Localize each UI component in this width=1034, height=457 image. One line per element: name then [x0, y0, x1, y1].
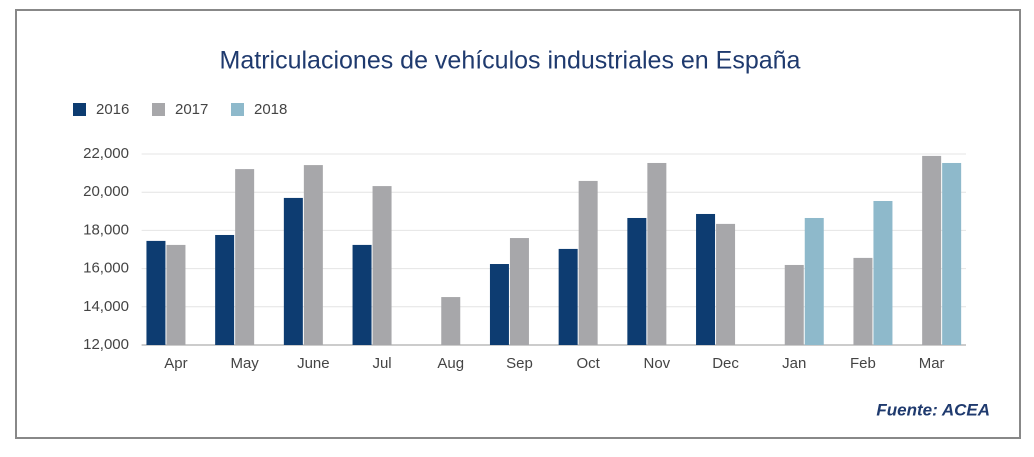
- legend-label: 2017: [175, 101, 208, 118]
- bar: [146, 240, 166, 345]
- bar: [352, 244, 372, 345]
- bar: [873, 200, 893, 345]
- bar: [716, 223, 736, 345]
- y-tick-label: 20,000: [83, 183, 129, 200]
- x-tick-label: June: [297, 355, 330, 372]
- bar: [441, 297, 461, 345]
- bar: [372, 186, 392, 345]
- x-tick-label: Sep: [506, 355, 533, 372]
- legend-swatch: [73, 103, 86, 116]
- bar: [696, 213, 716, 345]
- frame: [15, 9, 1021, 439]
- x-tick-label: Nov: [644, 355, 671, 372]
- legend-label: 2018: [254, 101, 287, 118]
- bar: [647, 162, 667, 345]
- legend-swatch: [152, 103, 165, 116]
- y-tick-label: 22,000: [83, 145, 129, 162]
- bar: [942, 162, 962, 345]
- y-tick-label: 14,000: [83, 298, 129, 315]
- x-tick-label: Dec: [712, 355, 739, 372]
- bar: [235, 169, 255, 345]
- x-tick-label: Aug: [437, 355, 464, 372]
- x-tick-label: Jan: [782, 355, 806, 372]
- bar: [922, 155, 942, 345]
- bar: [166, 244, 186, 345]
- y-tick-label: 12,000: [83, 336, 129, 353]
- x-tick-label: Mar: [919, 355, 945, 372]
- bar: [853, 257, 873, 345]
- x-tick-label: Apr: [164, 355, 187, 372]
- bar: [804, 217, 824, 345]
- bar: [489, 264, 509, 345]
- bar: [627, 217, 647, 345]
- bar: [558, 248, 578, 345]
- bar: [303, 165, 323, 345]
- source: Fuente: ACEA: [876, 400, 990, 419]
- legend-swatch: [231, 103, 244, 116]
- y-tick-label: 18,000: [83, 221, 129, 238]
- x-tick-label: Oct: [576, 355, 600, 372]
- bar: [215, 234, 235, 345]
- x-tick-label: Feb: [850, 355, 876, 372]
- legend-label: 2016: [96, 101, 129, 118]
- chart-title: Matriculaciones de vehículos industriale…: [220, 47, 801, 75]
- y-tick-label: 16,000: [83, 260, 129, 277]
- bar: [784, 264, 804, 345]
- bar: [578, 180, 598, 345]
- bar: [509, 238, 529, 345]
- bar: [283, 197, 303, 345]
- x-tick-label: May: [230, 355, 259, 372]
- x-tick-label: Jul: [372, 355, 391, 372]
